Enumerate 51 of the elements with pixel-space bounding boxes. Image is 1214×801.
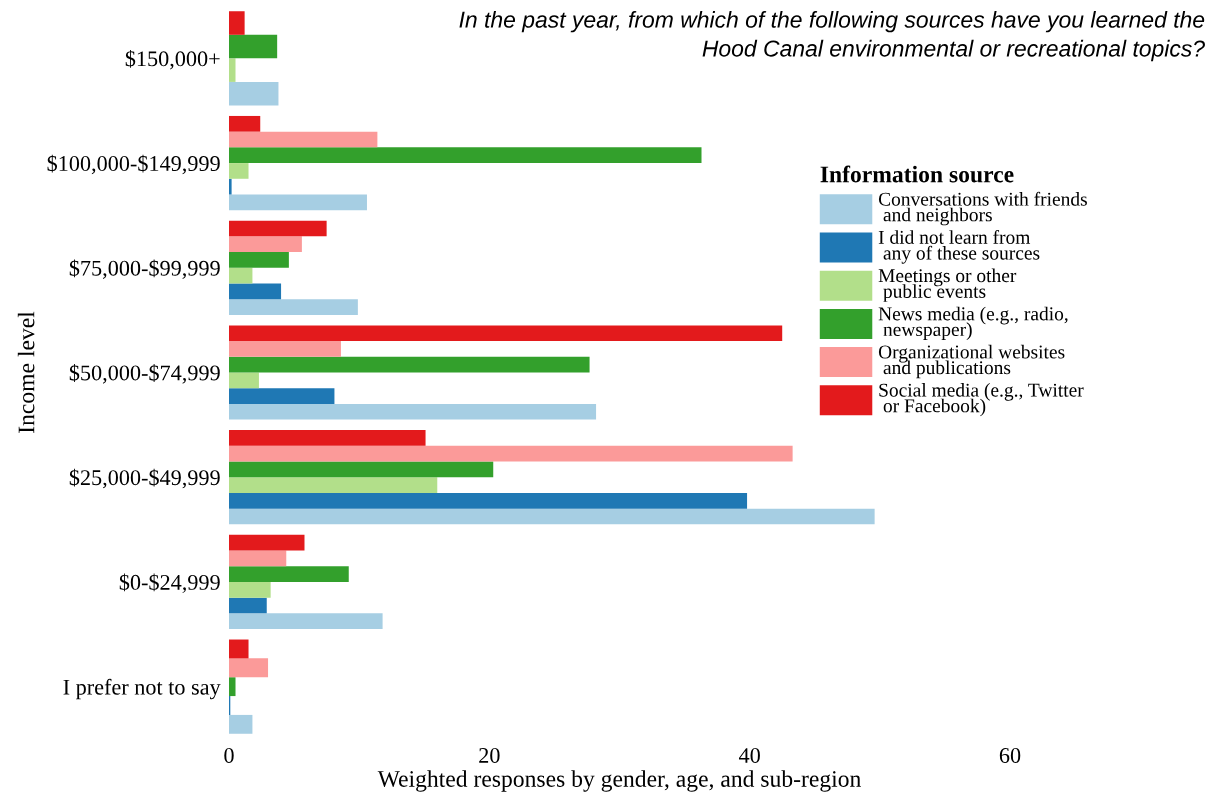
bar xyxy=(229,325,783,342)
bar xyxy=(229,566,349,582)
y-tick-label: I prefer not to say xyxy=(63,678,221,700)
y-tick-label: $50,000-$74,999 xyxy=(69,364,220,384)
legend-label: Organizational websites and publications xyxy=(878,344,1065,379)
bar xyxy=(229,388,335,404)
bar xyxy=(229,147,702,164)
bar xyxy=(229,372,259,389)
y-tick-label: $150,000+ xyxy=(125,49,220,70)
bar xyxy=(229,115,261,132)
bar xyxy=(229,356,590,373)
bar xyxy=(229,178,232,195)
bar xyxy=(229,194,367,211)
bar xyxy=(229,461,494,478)
bar xyxy=(229,283,282,300)
bar xyxy=(229,597,267,614)
legend-label: I did not learn from any of these sources xyxy=(878,230,1040,264)
bar xyxy=(229,403,597,420)
y-tick-label: $100,000-$149,999 xyxy=(47,154,220,175)
x-tick-label: 60 xyxy=(999,747,1021,763)
legend-label: News media (e.g., radio, newspaper) xyxy=(878,306,1068,340)
legend-label: Conversations with friends and neighbors xyxy=(878,191,1087,226)
x-tick-label: 40 xyxy=(738,747,760,763)
bar xyxy=(229,508,875,525)
bar xyxy=(229,430,426,446)
bar xyxy=(229,613,383,630)
bar xyxy=(229,252,289,268)
bar xyxy=(229,581,271,598)
bar xyxy=(229,477,438,493)
legend-label: Meetings or other public events xyxy=(878,268,1017,302)
bar xyxy=(229,299,358,315)
bar xyxy=(229,236,302,253)
bar xyxy=(229,550,287,567)
x-axis-title: Weighted responses by gender, age, and sub-region xyxy=(377,770,861,792)
legend-title: Information source xyxy=(820,165,1014,183)
bar xyxy=(229,341,341,357)
bar xyxy=(229,445,793,462)
bar xyxy=(229,267,253,284)
legend-label: Social media (e.g., Twitter or Facebook) xyxy=(879,383,1084,417)
y-tick-label: $75,000-$99,999 xyxy=(69,259,220,279)
x-tick-label: 0 xyxy=(224,747,234,763)
x-tick-label: 20 xyxy=(479,747,500,763)
bar xyxy=(229,220,327,237)
y-axis-title: Income level xyxy=(17,311,35,433)
bar xyxy=(229,163,249,179)
bar xyxy=(229,492,748,509)
y-tick-label: $25,000-$49,999 xyxy=(69,468,220,489)
bar xyxy=(229,534,305,551)
text: In the past year, from which of the following sources have you learned the Hood Canal environmental or recreational topics? xyxy=(459,11,1205,62)
bar xyxy=(229,131,378,148)
y-tick-label: $0-$24,999 xyxy=(119,573,220,594)
